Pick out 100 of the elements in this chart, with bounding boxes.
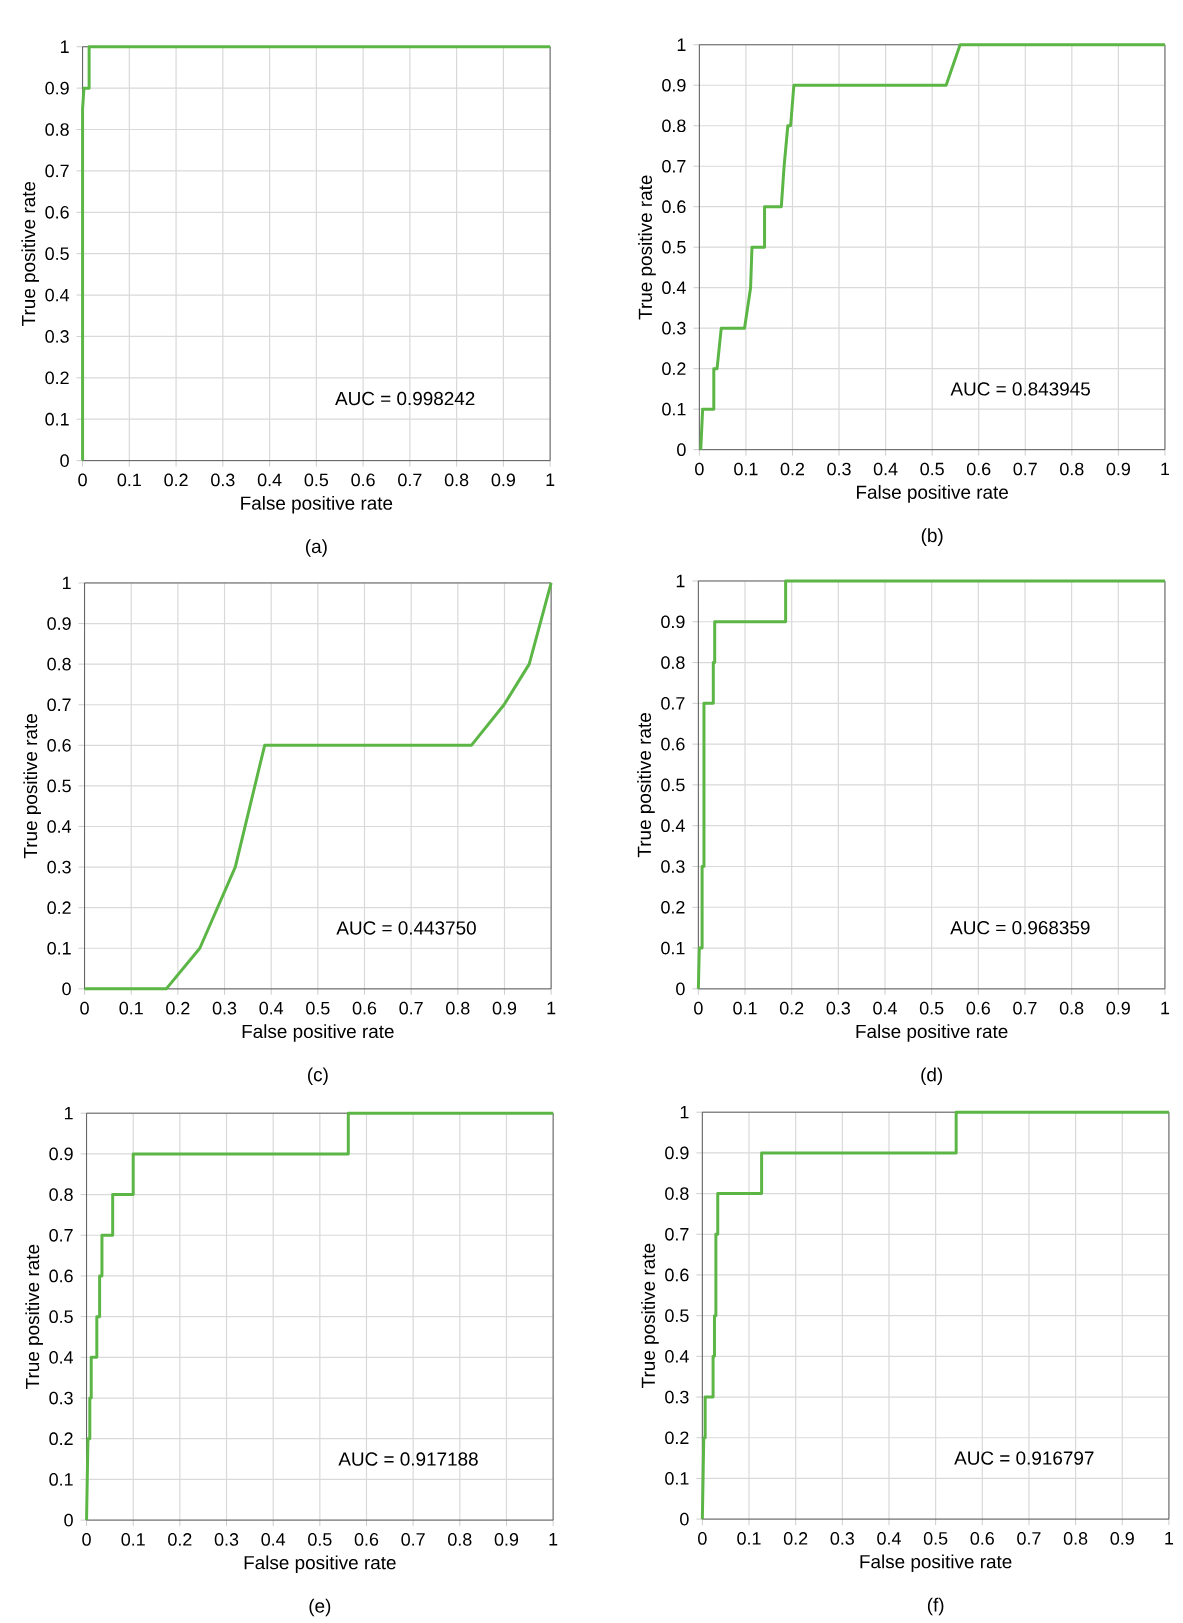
x-axis-title: False positive rate	[241, 495, 393, 514]
x-tick-label: 0	[78, 473, 87, 487]
y-tick-label: 0.4	[49, 1350, 74, 1364]
text: (c)	[308, 1067, 328, 1086]
x-tick-label: 0.6	[354, 1533, 379, 1546]
y-tick-label: 0.9	[662, 78, 686, 92]
y-tick-label: 0.1	[45, 412, 69, 426]
x-tick-label: 0.8	[446, 1001, 470, 1015]
x-axis-title: False positive rate	[242, 1024, 394, 1042]
line-series	[83, 581, 553, 991]
text: (b)	[921, 528, 943, 546]
y-tick-label: 0.8	[662, 119, 686, 133]
x-tick-label: 0.7	[1017, 1532, 1041, 1545]
y-tick-label: 0.3	[661, 860, 685, 873]
text: (a)	[306, 539, 327, 557]
y-axis-title: True positive rate	[641, 1243, 659, 1388]
y-tick-label: 0.5	[49, 1310, 73, 1323]
y-tick-label: 0	[64, 1513, 73, 1527]
y-tick-label: 0.7	[662, 159, 686, 173]
y-tick-label: 0.9	[665, 1146, 689, 1160]
x-tick-label: 0.6	[966, 1001, 991, 1015]
y-tick-label: 0.8	[47, 657, 71, 671]
x-tick-label: 0.1	[733, 1001, 757, 1015]
x-tick-label: 0.4	[873, 1001, 897, 1015]
y-tick-label: 0.8	[665, 1187, 689, 1200]
y-tick-label: 1	[677, 38, 686, 51]
x-tick-label: 0.7	[1013, 462, 1037, 476]
annotation: AUC = 0.843945	[950, 382, 1091, 396]
x-tick-label: 0.3	[211, 473, 235, 487]
y-tick-label: 0.6	[665, 1268, 689, 1282]
x-tick-label: 0.5	[923, 1532, 948, 1545]
x-tick-label: 0.3	[826, 1001, 851, 1015]
x-tick-label: 1	[1165, 1532, 1174, 1545]
x-tick-label: 0.6	[970, 1532, 995, 1545]
y-tick-label: 0.6	[47, 738, 71, 752]
x-tick-label: 0.1	[734, 462, 758, 476]
y-tick-label: 0.1	[665, 1472, 689, 1485]
y-tick-label: 0.2	[661, 900, 685, 914]
y-tick-label: 0	[680, 1512, 689, 1526]
annotation: AUC = 0.443750	[336, 921, 476, 935]
x-axis-title: False positive rate	[244, 1555, 396, 1574]
y-tick-label: 1	[65, 1107, 73, 1120]
x-axis-title: False positive rate	[856, 1024, 1008, 1042]
x-tick-label: 0.2	[783, 1532, 808, 1545]
y-tick-label: 1	[680, 1106, 689, 1119]
y-tick-label: 0.9	[661, 615, 685, 629]
y-tick-label: 0.3	[662, 321, 686, 335]
x-tick-label: 0.6	[352, 1001, 377, 1015]
y-tick-label: 0.5	[47, 779, 71, 793]
annotation: AUC = 0.917188	[338, 1452, 478, 1466]
y-tick-label: 0.8	[49, 1188, 73, 1201]
x-tick-label: 0.7	[401, 1533, 425, 1546]
x-axis-title: False positive rate	[857, 485, 1009, 503]
y-tick-label: 0.2	[49, 1432, 73, 1446]
x-tick-label: 1	[549, 1533, 558, 1546]
y-axis-title: True positive rate	[638, 175, 656, 320]
y-tick-label: 0.5	[662, 240, 686, 254]
y-tick-label: 0.6	[45, 205, 69, 219]
y-tick-label: 0.4	[661, 819, 685, 833]
y-tick-label: 0.6	[661, 737, 685, 751]
x-tick-label: 0.9	[494, 1533, 519, 1546]
y-tick-label: 0.2	[45, 371, 69, 385]
y-axis-title: True positive rate	[25, 1244, 44, 1389]
x-tick-label: 1	[547, 1001, 556, 1015]
x-tick-label: 1	[1161, 462, 1170, 475]
y-tick-label: 0.9	[47, 617, 71, 630]
y-tick-label: 0.9	[45, 81, 69, 95]
y-tick-label: 0.1	[662, 402, 686, 416]
x-tick-label: 0.4	[261, 1533, 286, 1546]
x-tick-label: 0.3	[212, 1001, 237, 1015]
y-tick-label: 0.7	[661, 696, 685, 710]
x-tick-label: 0.3	[827, 462, 851, 476]
y-tick-label: 0.8	[661, 656, 685, 669]
y-tick-label: 0.5	[45, 247, 69, 261]
y-tick-label: 0.7	[45, 164, 69, 178]
x-tick-label: 0.5	[308, 1533, 332, 1546]
y-tick-label: 0.2	[47, 901, 71, 915]
y-tick-label: 0.6	[662, 200, 686, 214]
x-tick-label: 0.1	[119, 1001, 143, 1015]
x-tick-label: 0	[695, 462, 704, 476]
y-tick-label: 0.1	[49, 1473, 73, 1486]
x-tick-label: 0.4	[257, 473, 282, 487]
annotation: AUC = 0.916797	[954, 1451, 1094, 1465]
x-tick-label: 0.8	[444, 473, 469, 487]
x-tick-label: 0.7	[399, 1001, 423, 1015]
x-tick-label: 0.9	[491, 473, 516, 487]
annotation: AUC = 0.998242	[335, 391, 475, 406]
y-tick-label: 1	[63, 576, 71, 590]
x-tick-label: 0.1	[121, 1533, 145, 1546]
x-tick-label: 0	[694, 1001, 703, 1015]
y-tick-label: 0.3	[49, 1391, 73, 1405]
x-tick-label: 0.1	[117, 473, 141, 487]
x-tick-label: 0.6	[967, 462, 991, 476]
x-tick-label: 0	[80, 1001, 89, 1015]
y-axis-title: True positive rate	[23, 714, 42, 859]
x-tick-label: 0	[82, 1533, 91, 1546]
y-tick-label: 0.5	[665, 1309, 689, 1323]
x-tick-label: 0.8	[1059, 1001, 1084, 1015]
x-tick-label: 0.8	[1063, 1532, 1088, 1545]
y-tick-label: 0	[676, 982, 685, 996]
